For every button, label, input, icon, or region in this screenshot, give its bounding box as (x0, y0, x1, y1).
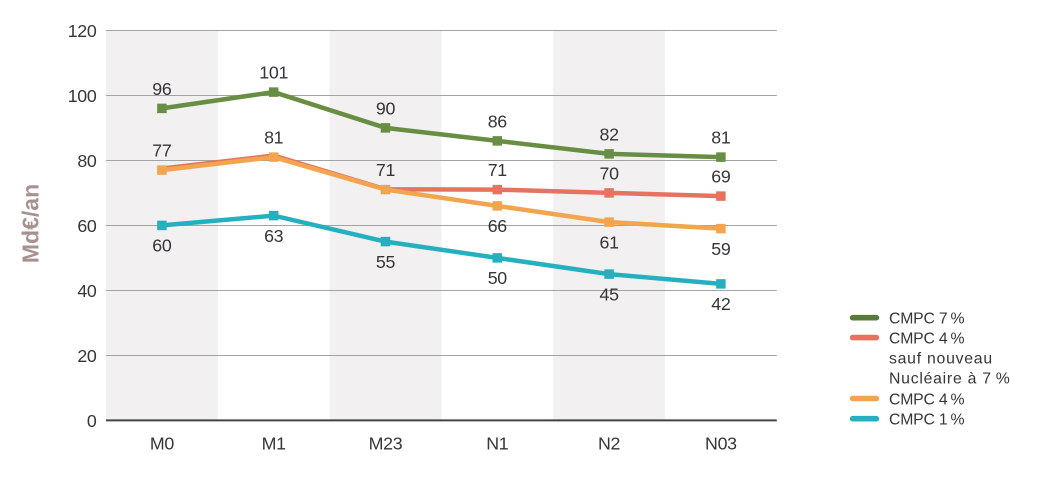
svg-text:86: 86 (488, 111, 508, 131)
svg-text:20: 20 (77, 346, 97, 366)
svg-text:42: 42 (711, 294, 730, 314)
svg-text:82: 82 (600, 124, 619, 144)
svg-text:45: 45 (600, 284, 620, 304)
svg-text:N1: N1 (486, 434, 509, 454)
svg-text:100: 100 (68, 86, 97, 106)
svg-text:60: 60 (77, 216, 97, 236)
svg-text:69: 69 (711, 167, 731, 187)
svg-text:63: 63 (264, 226, 284, 246)
svg-text:81: 81 (711, 128, 731, 148)
svg-text:120: 120 (68, 21, 97, 41)
svg-text:90: 90 (376, 98, 396, 118)
svg-text:81: 81 (264, 128, 284, 148)
svg-text:55: 55 (376, 252, 396, 272)
svg-text:N03: N03 (705, 434, 737, 454)
svg-text:CMPC 4 %: CMPC 4 % (889, 330, 964, 347)
svg-text:96: 96 (152, 79, 172, 99)
svg-text:CMPC 4 %: CMPC 4 % (889, 391, 964, 408)
svg-text:101: 101 (259, 63, 288, 83)
svg-text:70: 70 (600, 163, 620, 183)
svg-text:Md€/an: Md€/an (18, 184, 44, 263)
svg-text:CMPC 7 %: CMPC 7 % (889, 310, 964, 327)
svg-text:N2: N2 (598, 434, 620, 454)
svg-text:Nucléaire à 7 %: Nucléaire à 7 % (889, 370, 1011, 387)
svg-text:66: 66 (488, 216, 508, 236)
svg-text:71: 71 (488, 160, 508, 180)
svg-text:M0: M0 (150, 434, 175, 454)
svg-text:M1: M1 (262, 434, 287, 454)
svg-text:50: 50 (488, 268, 508, 288)
svg-text:M23: M23 (369, 434, 403, 454)
svg-text:0: 0 (87, 411, 97, 431)
svg-text:80: 80 (77, 151, 97, 171)
svg-text:71: 71 (376, 160, 396, 180)
svg-text:59: 59 (711, 239, 731, 259)
svg-text:77: 77 (152, 141, 171, 161)
svg-text:CMPC 1 %: CMPC 1 % (889, 412, 964, 429)
svg-text:40: 40 (77, 281, 97, 301)
svg-text:60: 60 (152, 236, 172, 256)
svg-text:61: 61 (600, 232, 620, 252)
svg-text:sauf nouveau: sauf nouveau (889, 350, 993, 367)
